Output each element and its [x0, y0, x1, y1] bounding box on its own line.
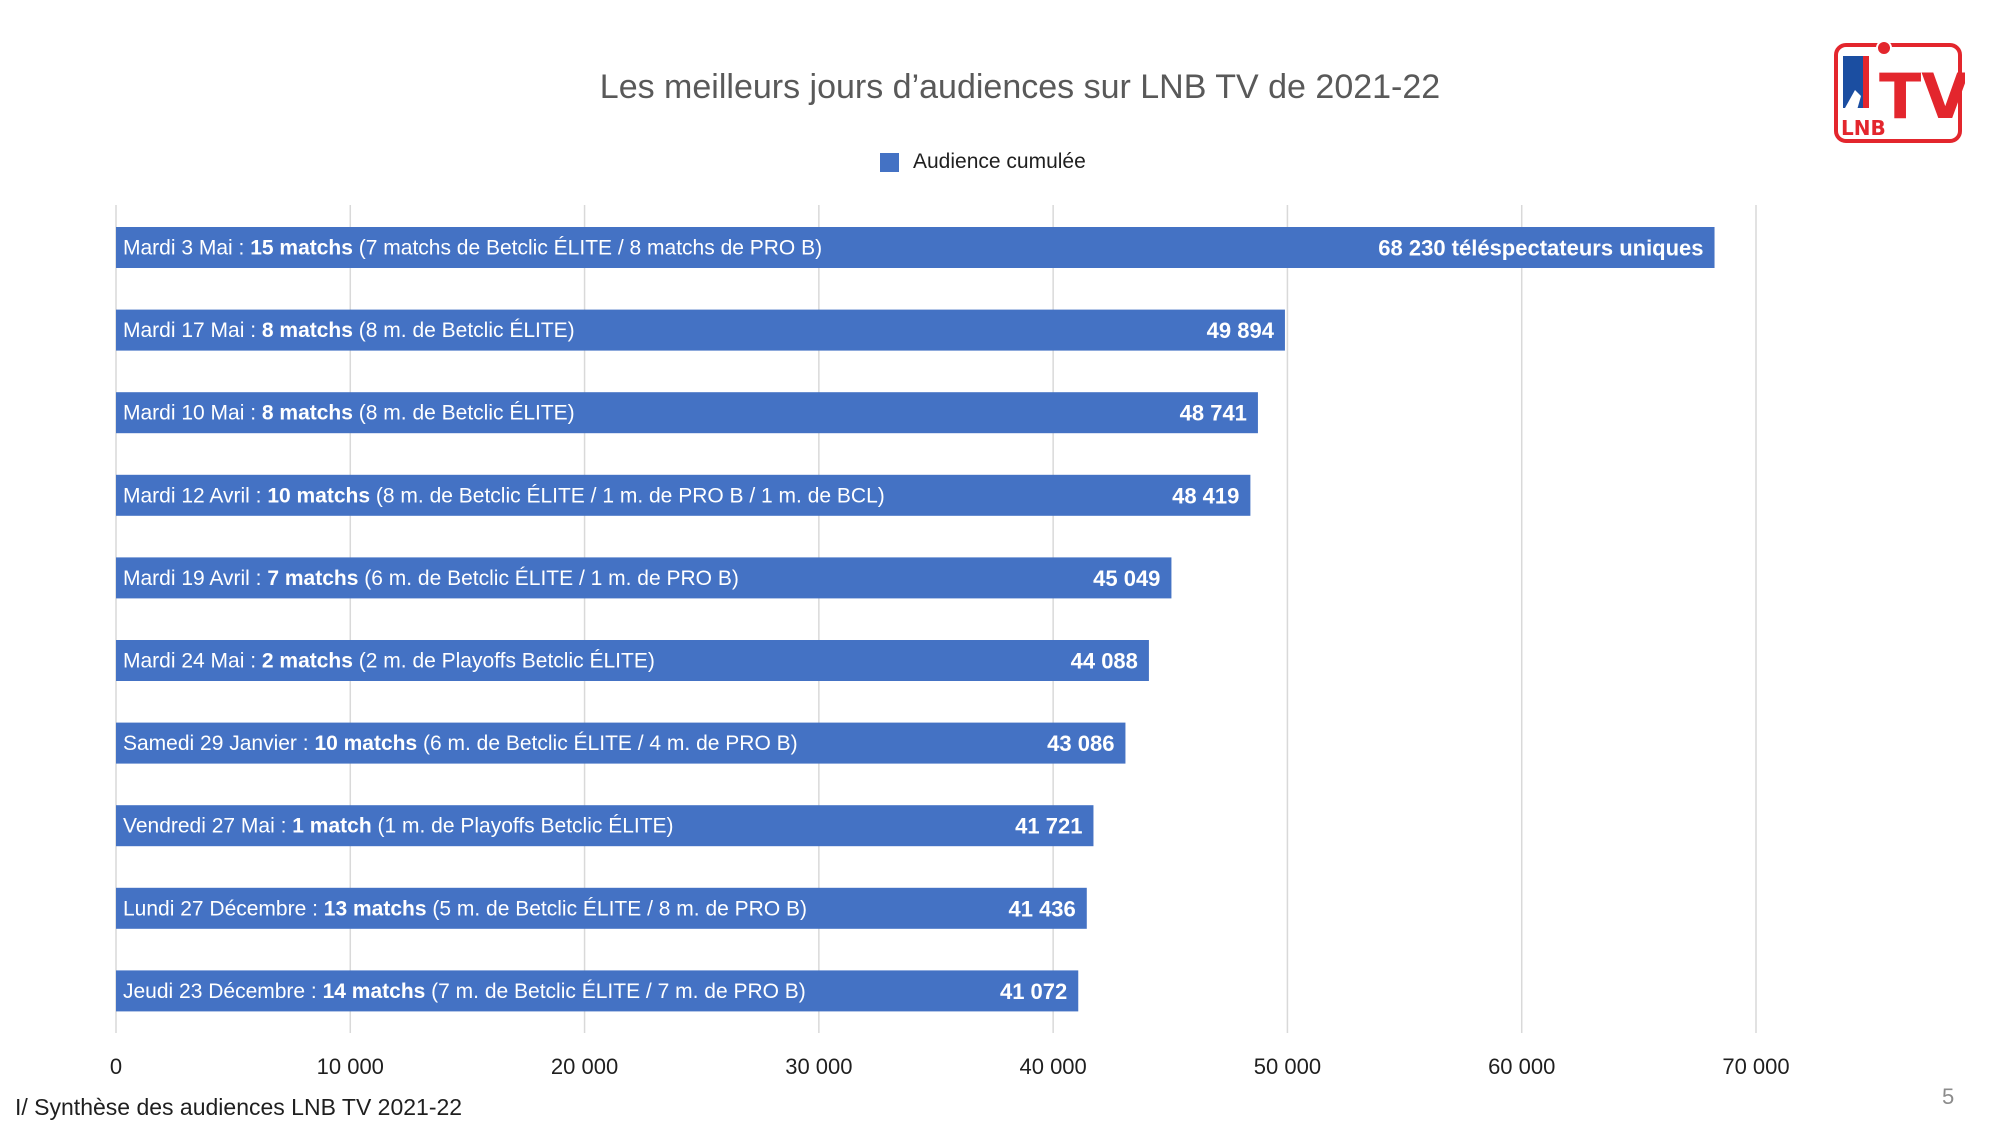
bar-value-label: 41 072: [1000, 979, 1067, 1004]
bar-value-label: 48 741: [1180, 401, 1247, 426]
bar-value-label: 43 086: [1047, 731, 1114, 756]
bar: [116, 722, 1126, 764]
page-number: 5: [1942, 1084, 1955, 1109]
x-tick-label: 10 000: [317, 1054, 384, 1079]
x-tick-label: 60 000: [1488, 1054, 1555, 1079]
footer-caption: I/ Synthèse des audiences LNB TV 2021-22: [15, 1094, 463, 1120]
bar-category-label: Jeudi 23 Décembre : 14 matchs (7 m. de B…: [123, 980, 806, 1003]
bar: [116, 392, 1258, 434]
bar-value-label: 49 894: [1207, 318, 1275, 343]
legend-label: Audience cumulée: [913, 150, 1086, 173]
bar-category-label: Vendredi 27 Mai : 1 match (1 m. de Playo…: [123, 815, 674, 838]
bar-value-label: 68 230 téléspectateurs uniques: [1378, 236, 1703, 261]
bar: [116, 557, 1172, 599]
bar-category-label: Mardi 24 Mai : 2 matchs (2 m. de Playoff…: [123, 650, 655, 673]
x-tick-label: 50 000: [1254, 1054, 1321, 1079]
bar-category-label: Mardi 3 Mai : 15 matchs (7 matchs de Bet…: [123, 237, 822, 260]
legend-swatch: [880, 152, 899, 172]
bar-value-label: 44 088: [1071, 649, 1138, 674]
bar-value-label: 41 721: [1015, 814, 1082, 839]
logo-tv-text: TV: [1879, 60, 1965, 133]
logo-lnb-text: LNB: [1841, 116, 1886, 140]
x-tick-label: 30 000: [785, 1054, 852, 1079]
bar-category-label: Samedi 29 Janvier : 10 matchs (6 m. de B…: [123, 732, 798, 755]
bar: [116, 640, 1149, 681]
bar: [116, 970, 1079, 1012]
bar: [116, 805, 1094, 847]
bar: [116, 887, 1087, 929]
x-tick-label: 0: [110, 1054, 122, 1079]
lnb-tv-logo: TV LNB: [1834, 40, 1965, 143]
bar-category-label: Mardi 12 Avril : 10 matchs (8 m. de Betc…: [123, 484, 885, 507]
x-tick-label: 40 000: [1019, 1054, 1086, 1079]
bar-value-label: 48 419: [1172, 483, 1239, 508]
bar-value-label: 45 049: [1093, 566, 1160, 591]
chart-legend: Audience cumulée: [880, 150, 1086, 174]
bar-chart: 0 10 000 20 000 30 000 40 000 50 000 60 000 70 …: [110, 205, 1790, 1079]
bar: [116, 227, 1715, 268]
x-tick-label: 70 000: [1722, 1054, 1789, 1079]
bar-category-label: Mardi 19 Avril : 7 matchs (6 m. de Betcl…: [123, 567, 739, 590]
x-tick-label: 20 000: [551, 1054, 618, 1079]
bar: [116, 309, 1285, 351]
bar-value-label: 41 436: [1008, 896, 1075, 921]
bar-category-label: Mardi 10 Mai : 8 matchs (8 m. de Betclic…: [123, 402, 575, 425]
chart-title: Les meilleurs jours d’audiences sur LNB …: [599, 68, 1441, 106]
bar-category-label: Mardi 17 Mai : 8 matchs (8 m. de Betclic…: [123, 319, 575, 342]
bar: [116, 474, 1251, 516]
bar-category-label: Lundi 27 Décembre : 13 matchs (5 m. de B…: [123, 897, 807, 920]
